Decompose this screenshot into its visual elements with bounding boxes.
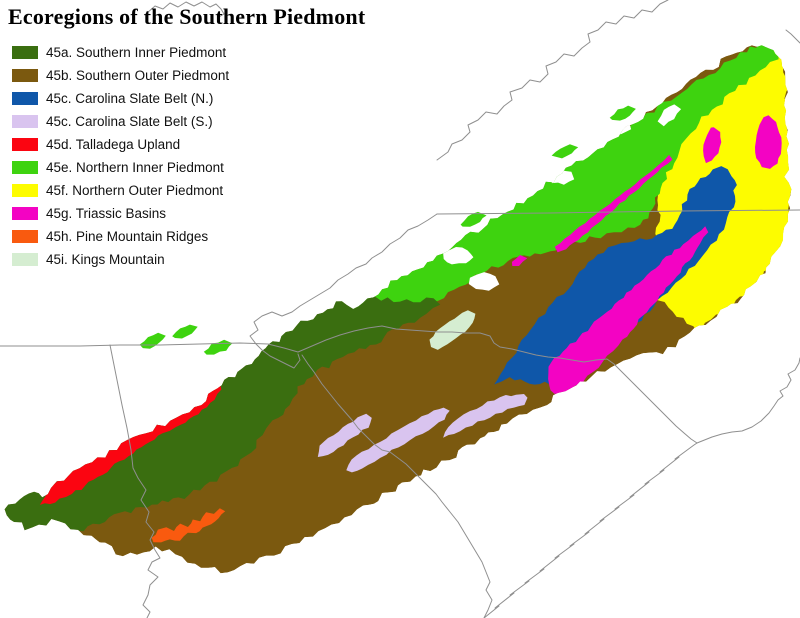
legend-label: 45f. Northern Outer Piedmont xyxy=(46,182,224,198)
boundary-coastline xyxy=(483,357,800,618)
legend-label: 45d. Talladega Upland xyxy=(46,136,181,152)
legend-item-45c_s: 45c. Carolina Slate Belt (S.) xyxy=(12,110,229,133)
island-inner-piedmont-6 xyxy=(609,105,636,121)
legend-swatch-45h xyxy=(12,230,38,243)
region-triassic-basin-sliver-ne xyxy=(703,127,722,164)
region-triassic-basin-main xyxy=(548,226,709,394)
island-inner-piedmont-4 xyxy=(460,211,487,227)
hole-inner-piedmont-1 xyxy=(443,247,474,265)
region-pine-mountain-ridges xyxy=(151,508,226,543)
boundary-ga-sc-border-savannah-river xyxy=(301,354,493,618)
legend-label: 45i. Kings Mountain xyxy=(46,251,165,267)
region-kings-mountain xyxy=(429,310,476,350)
boundary-tn-nc-border xyxy=(249,213,438,369)
region-carolina-slate-belt-n xyxy=(494,166,737,385)
legend-swatch-45b xyxy=(12,69,38,82)
region-triassic-basin-sliver xyxy=(554,154,673,253)
legend-swatch-45e xyxy=(12,161,38,174)
ecoregion-band xyxy=(4,45,792,574)
island-inner-piedmont-2 xyxy=(172,324,198,339)
region-carolina-slate-belt-s-3 xyxy=(443,394,528,438)
legend-item-45c_n: 45c. Carolina Slate Belt (N.) xyxy=(12,87,229,110)
legend-label: 45h. Pine Mountain Ridges xyxy=(46,228,209,244)
legend-item-45g: 45g. Triassic Basins xyxy=(12,202,229,225)
boundary-va-nc-border xyxy=(436,209,800,215)
legend-swatch-45c_s xyxy=(12,115,38,128)
legend: 45a. Southern Inner Piedmont 45b. Souther… xyxy=(12,41,229,271)
legend-label: 45a. Southern Inner Piedmont xyxy=(46,44,227,60)
hole-inner-piedmont-2 xyxy=(468,272,500,291)
legend-item-45d: 45d. Talladega Upland xyxy=(12,133,229,156)
legend-item-45i: 45i. Kings Mountain xyxy=(12,248,229,271)
legend-swatch-45g xyxy=(12,207,38,220)
legend-swatch-45c_n xyxy=(12,92,38,105)
boundary-state-line-top xyxy=(146,1,225,18)
region-triassic-basin-sliver-sw xyxy=(511,255,528,266)
region-carolina-slate-belt-s-2 xyxy=(346,407,450,473)
legend-item-45f: 45f. Northern Outer Piedmont xyxy=(12,179,229,202)
boundary-corner-line-ne xyxy=(785,29,800,44)
region-southern-inner-piedmont xyxy=(4,294,441,560)
legend-item-45e: 45e. Northern Inner Piedmont xyxy=(12,156,229,179)
legend-label: 45b. Southern Outer Piedmont xyxy=(46,67,230,83)
boundary-al-ga-border xyxy=(109,344,161,618)
legend-item-45b: 45b. Southern Outer Piedmont xyxy=(12,64,229,87)
hole-inner-piedmont-5 xyxy=(657,104,682,127)
legend-item-45a: 45a. Southern Inner Piedmont xyxy=(12,41,229,64)
boundary-tn-ga-border xyxy=(0,342,299,353)
legend-swatch-45d xyxy=(12,138,38,151)
boundary-wv-va-border xyxy=(436,0,669,161)
legend-label: 45e. Northern Inner Piedmont xyxy=(46,159,224,175)
legend-swatch-45f xyxy=(12,184,38,197)
boundary-nc-sc-border xyxy=(297,325,698,444)
island-inner-piedmont-5 xyxy=(551,144,579,159)
legend-item-45h: 45h. Pine Mountain Ridges xyxy=(12,225,229,248)
region-carolina-slate-belt-s-1 xyxy=(317,413,372,457)
legend-label: 45c. Carolina Slate Belt (N.) xyxy=(46,90,214,106)
legend-label: 45c. Carolina Slate Belt (S.) xyxy=(46,113,213,129)
legend-label: 45g. Triassic Basins xyxy=(46,205,167,221)
region-triassic-basin-blob-ne xyxy=(755,115,782,169)
legend-swatch-45i xyxy=(12,253,38,266)
page-title: Ecoregions of the Southern Piedmont xyxy=(8,4,366,29)
legend-swatch-45a xyxy=(12,46,38,59)
